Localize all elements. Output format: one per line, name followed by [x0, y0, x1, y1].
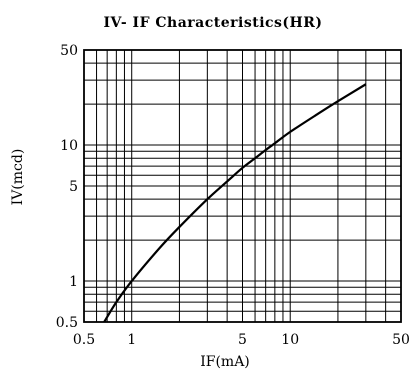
x-tick-label: 50 — [392, 332, 410, 348]
series-layer — [103, 83, 367, 323]
y-tick-label: 5 — [69, 179, 78, 195]
y-tick-label: 50 — [60, 43, 78, 59]
y-tick-label: 10 — [60, 138, 78, 154]
y-tick-label: 0.5 — [56, 315, 78, 331]
chart-title: IV- IF Characteristics(HR) — [103, 15, 322, 31]
y-axis-label: IV(mcd) — [10, 149, 26, 206]
plot-frame — [83, 49, 402, 323]
y-tick-label: 1 — [69, 274, 78, 290]
x-tick-label: 10 — [281, 332, 299, 348]
series-line — [103, 83, 367, 323]
x-axis-label: IF(mA) — [200, 354, 250, 370]
x-tick-label: 0.5 — [73, 332, 95, 348]
x-tick-label: 1 — [127, 332, 136, 348]
tick-labels: 0.5 1 5 10 50 0.5 1 5 10 50 — [56, 43, 410, 348]
x-tick-label: 5 — [238, 332, 247, 348]
